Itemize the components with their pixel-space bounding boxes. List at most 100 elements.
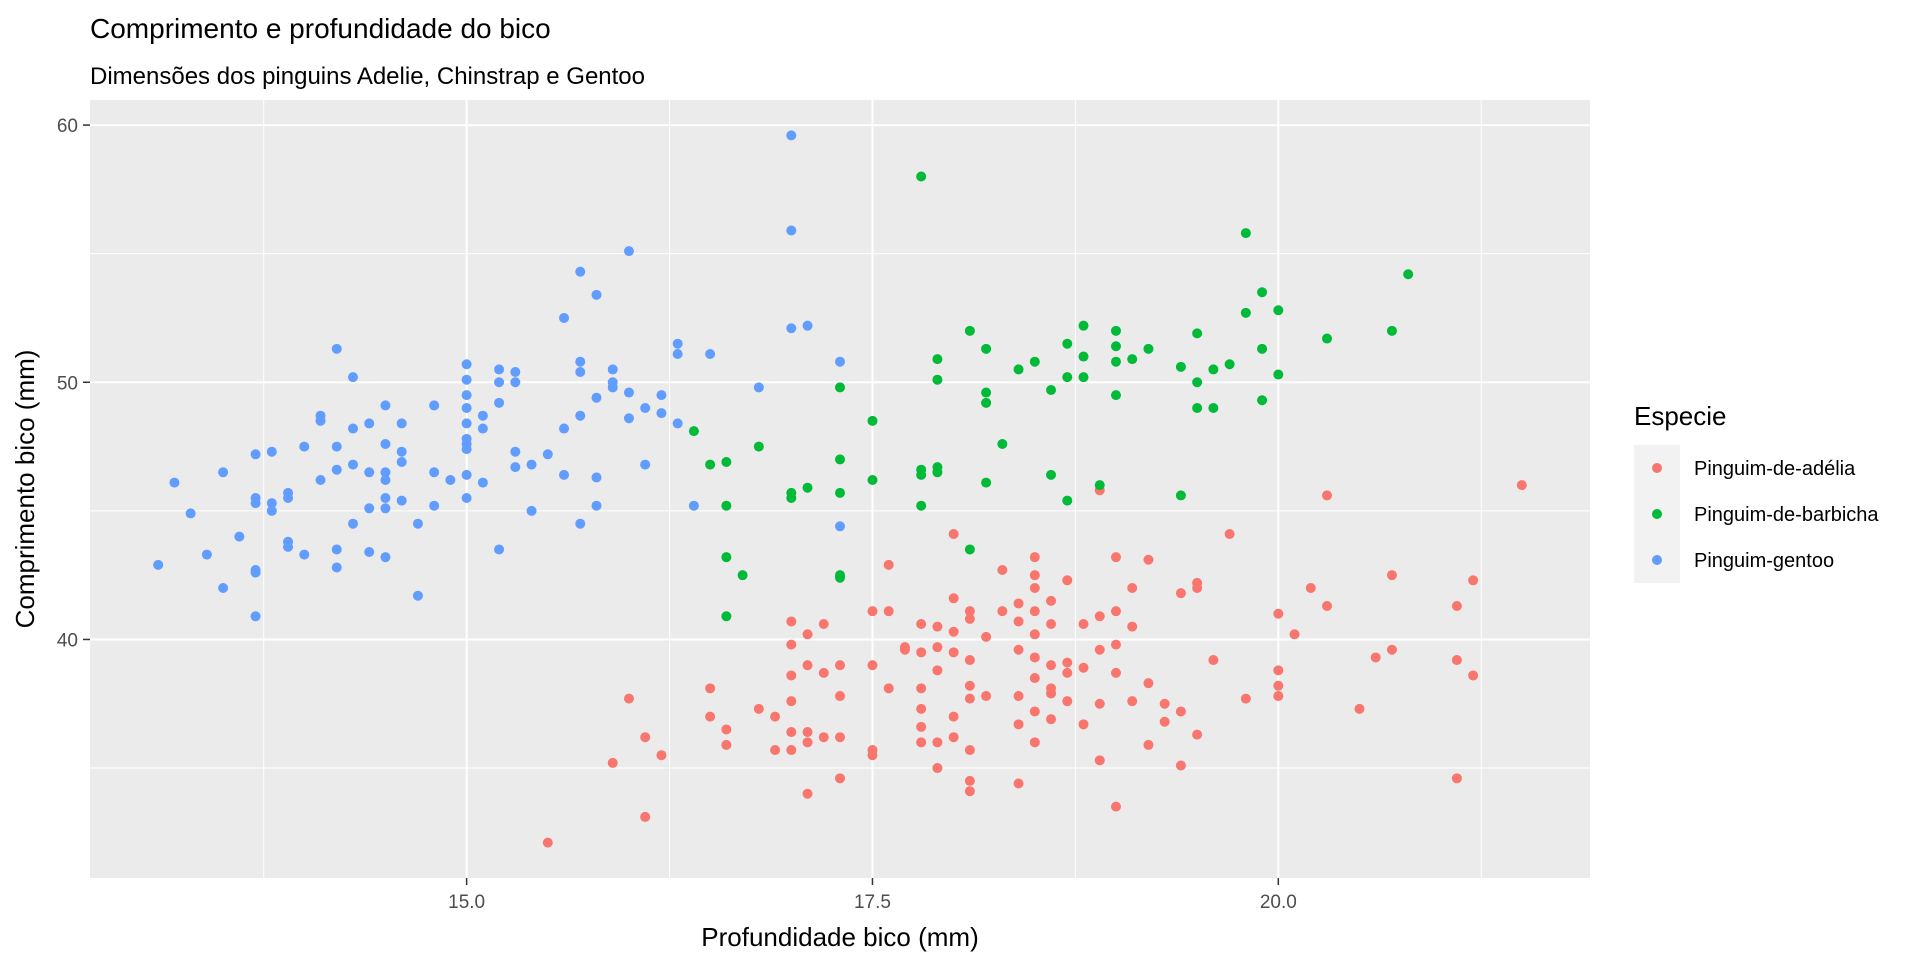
point-series-2 bbox=[526, 505, 537, 516]
point-series-0 bbox=[1386, 570, 1397, 581]
point-series-1 bbox=[737, 570, 748, 581]
point-series-0 bbox=[623, 693, 634, 704]
point-series-0 bbox=[721, 724, 732, 735]
point-series-0 bbox=[948, 593, 959, 604]
point-series-2 bbox=[331, 562, 342, 573]
point-series-2 bbox=[786, 130, 797, 141]
point-series-0 bbox=[721, 739, 732, 750]
point-series-0 bbox=[932, 642, 943, 653]
point-series-1 bbox=[1062, 338, 1073, 349]
point-series-2 bbox=[477, 410, 488, 421]
point-series-2 bbox=[380, 400, 391, 411]
point-series-2 bbox=[494, 397, 505, 408]
point-series-0 bbox=[1127, 696, 1138, 707]
point-series-2 bbox=[591, 472, 602, 483]
point-series-2 bbox=[640, 402, 651, 413]
point-series-0 bbox=[1046, 619, 1057, 630]
point-series-1 bbox=[1240, 228, 1251, 239]
point-series-2 bbox=[315, 474, 326, 485]
point-series-0 bbox=[786, 745, 797, 756]
point-series-0 bbox=[981, 691, 992, 702]
point-series-2 bbox=[542, 449, 553, 460]
chart-title: Comprimento e profundidade do bico bbox=[90, 13, 551, 44]
point-series-0 bbox=[1078, 719, 1089, 730]
point-series-0 bbox=[1143, 678, 1154, 689]
point-series-0 bbox=[899, 644, 910, 655]
point-series-1 bbox=[1110, 341, 1121, 352]
x-tick-label: 15.0 bbox=[448, 892, 485, 913]
point-series-2 bbox=[802, 320, 813, 331]
point-series-1 bbox=[1224, 359, 1235, 370]
point-series-2 bbox=[461, 359, 472, 370]
point-series-0 bbox=[835, 732, 845, 743]
point-series-0 bbox=[753, 703, 764, 714]
point-series-2 bbox=[461, 418, 472, 429]
point-series-0 bbox=[1192, 729, 1203, 740]
point-series-2 bbox=[201, 549, 212, 560]
point-series-2 bbox=[835, 521, 845, 532]
point-series-0 bbox=[916, 647, 927, 658]
point-series-2 bbox=[591, 289, 602, 300]
point-series-1 bbox=[1046, 384, 1057, 395]
point-series-0 bbox=[1322, 490, 1333, 501]
point-series-0 bbox=[1110, 606, 1121, 617]
point-series-2 bbox=[461, 390, 472, 401]
point-series-2 bbox=[347, 372, 358, 383]
point-series-1 bbox=[1143, 343, 1154, 354]
point-series-0 bbox=[867, 750, 878, 761]
point-series-2 bbox=[250, 567, 261, 578]
point-series-0 bbox=[1062, 667, 1073, 678]
point-series-2 bbox=[266, 446, 277, 457]
point-series-0 bbox=[883, 559, 894, 570]
point-series-2 bbox=[623, 246, 634, 257]
point-series-2 bbox=[656, 408, 667, 419]
point-series-1 bbox=[1110, 356, 1121, 367]
point-series-2 bbox=[559, 469, 570, 480]
point-series-2 bbox=[234, 531, 245, 542]
y-tick-label: 40 bbox=[57, 630, 78, 651]
point-series-1 bbox=[1078, 320, 1089, 331]
point-series-0 bbox=[916, 619, 927, 630]
point-series-1 bbox=[835, 487, 845, 498]
point-series-2 bbox=[607, 382, 618, 393]
point-series-1 bbox=[1208, 402, 1219, 413]
point-series-0 bbox=[705, 683, 716, 694]
point-series-2 bbox=[364, 418, 375, 429]
point-series-0 bbox=[1305, 583, 1316, 594]
point-series-0 bbox=[1273, 665, 1284, 676]
point-series-0 bbox=[948, 647, 959, 658]
point-series-0 bbox=[1062, 657, 1073, 668]
point-series-2 bbox=[591, 500, 602, 511]
point-series-2 bbox=[835, 356, 845, 367]
point-series-2 bbox=[526, 459, 537, 470]
point-series-0 bbox=[1159, 698, 1170, 709]
point-series-0 bbox=[997, 606, 1008, 617]
x-tick-label: 17.5 bbox=[854, 892, 891, 913]
point-series-1 bbox=[1273, 369, 1284, 380]
point-series-0 bbox=[948, 529, 959, 540]
point-series-0 bbox=[1208, 655, 1219, 666]
point-series-0 bbox=[656, 750, 667, 761]
point-series-2 bbox=[753, 382, 764, 393]
point-series-1 bbox=[997, 438, 1008, 449]
point-series-0 bbox=[1370, 652, 1381, 663]
point-series-0 bbox=[770, 745, 781, 756]
point-series-1 bbox=[835, 570, 845, 581]
point-series-0 bbox=[1029, 673, 1040, 684]
point-series-2 bbox=[461, 402, 472, 413]
point-series-1 bbox=[1192, 377, 1203, 388]
point-series-1 bbox=[1029, 356, 1040, 367]
point-series-2 bbox=[461, 469, 472, 480]
point-series-2 bbox=[688, 500, 699, 511]
point-series-1 bbox=[1273, 305, 1284, 316]
point-series-2 bbox=[331, 441, 342, 452]
point-series-0 bbox=[1094, 644, 1105, 655]
point-series-0 bbox=[1273, 691, 1284, 702]
point-series-0 bbox=[802, 737, 813, 748]
point-series-2 bbox=[153, 559, 164, 570]
y-axis-title: Comprimento bico (mm) bbox=[10, 350, 40, 629]
point-series-0 bbox=[1386, 644, 1397, 655]
point-series-1 bbox=[1078, 351, 1089, 362]
point-series-1 bbox=[1175, 361, 1186, 372]
point-series-1 bbox=[1257, 395, 1268, 406]
